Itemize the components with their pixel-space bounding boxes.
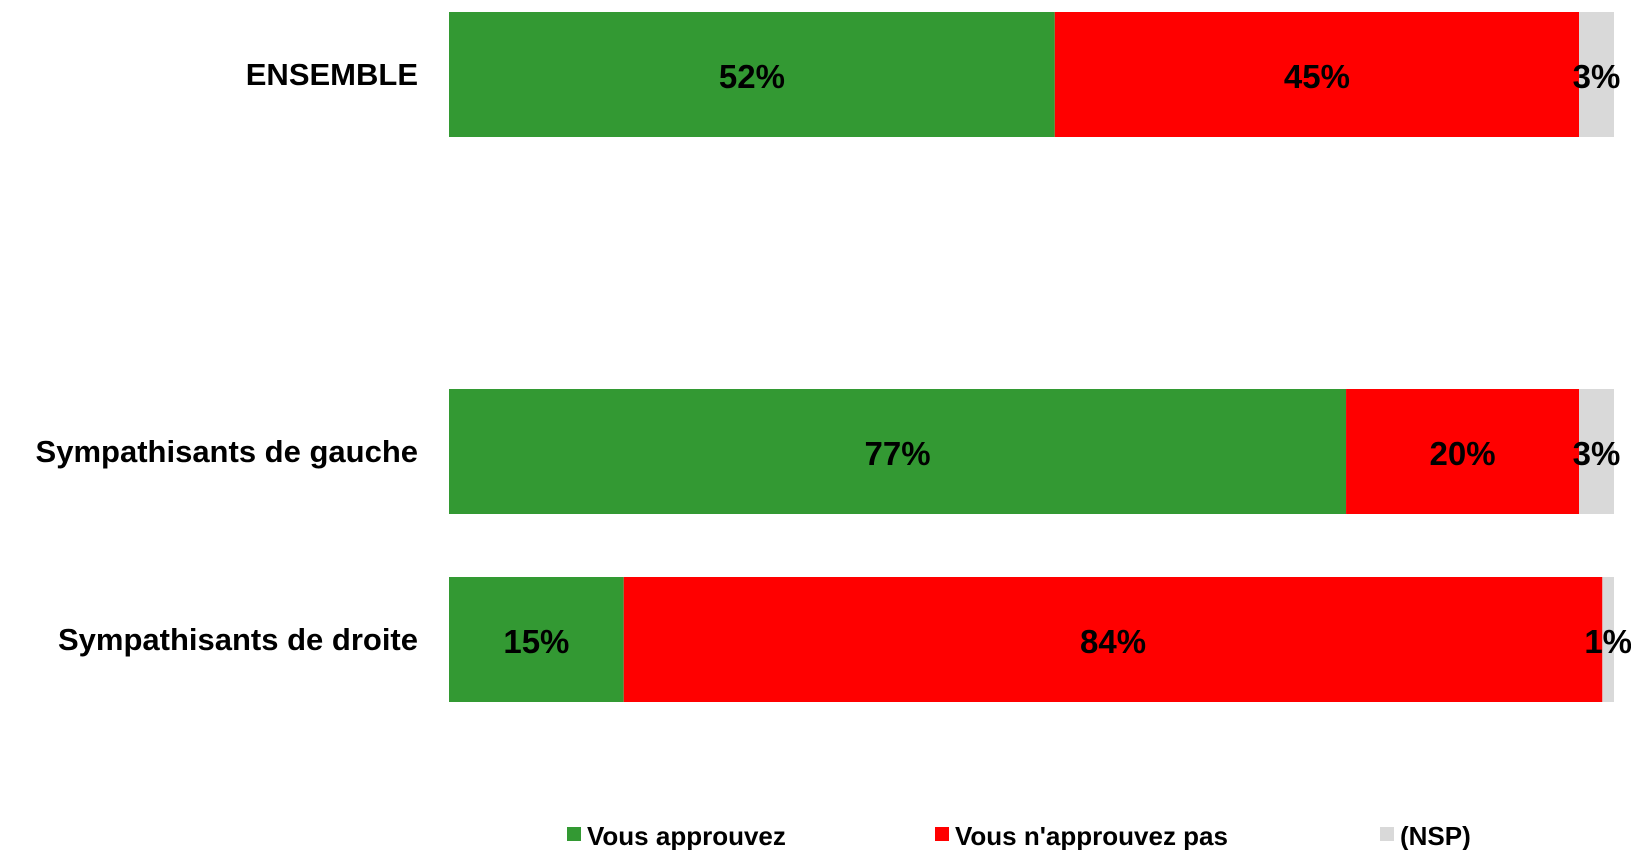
legend-label: (NSP) <box>1400 821 1471 850</box>
data-label: 77% <box>864 435 930 472</box>
data-label: 84% <box>1080 623 1146 660</box>
category-label: Sympathisants de gauche <box>36 434 418 469</box>
category-label: Sympathisants de droite <box>58 622 418 657</box>
bar-segment <box>1579 12 1614 137</box>
data-label: 20% <box>1430 435 1496 472</box>
bar-segment <box>1346 389 1580 514</box>
legend-label: Vous n'approuvez pas <box>955 821 1228 850</box>
bar-segment <box>1579 389 1614 514</box>
legend-swatch <box>1380 827 1394 841</box>
data-label: 3% <box>1573 435 1621 472</box>
category-labels: ENSEMBLE Sympathisants de gauche Sympathis… <box>36 57 418 657</box>
legend: Vous approuvez Vous n'approuvez pas (NSP) <box>567 821 1471 851</box>
data-label: 3% <box>1573 58 1621 95</box>
data-label: 15% <box>503 623 569 660</box>
bar-segment <box>623 577 1603 702</box>
bars-layer: 52% 45% 3% 77% 20% 3% 15% 84% 1% <box>449 12 1631 702</box>
category-label: ENSEMBLE <box>246 57 418 92</box>
bar-segment <box>1054 12 1580 137</box>
legend-swatch <box>935 827 949 841</box>
bar-segment <box>449 577 624 702</box>
bar-segment <box>1602 577 1614 702</box>
data-label: 52% <box>719 58 785 95</box>
data-label: 45% <box>1284 58 1350 95</box>
bar-segment <box>449 12 1055 137</box>
legend-swatch <box>567 827 581 841</box>
bar-segment <box>449 389 1347 514</box>
data-label: 1% <box>1584 623 1631 660</box>
legend-label: Vous approuvez <box>587 821 786 850</box>
